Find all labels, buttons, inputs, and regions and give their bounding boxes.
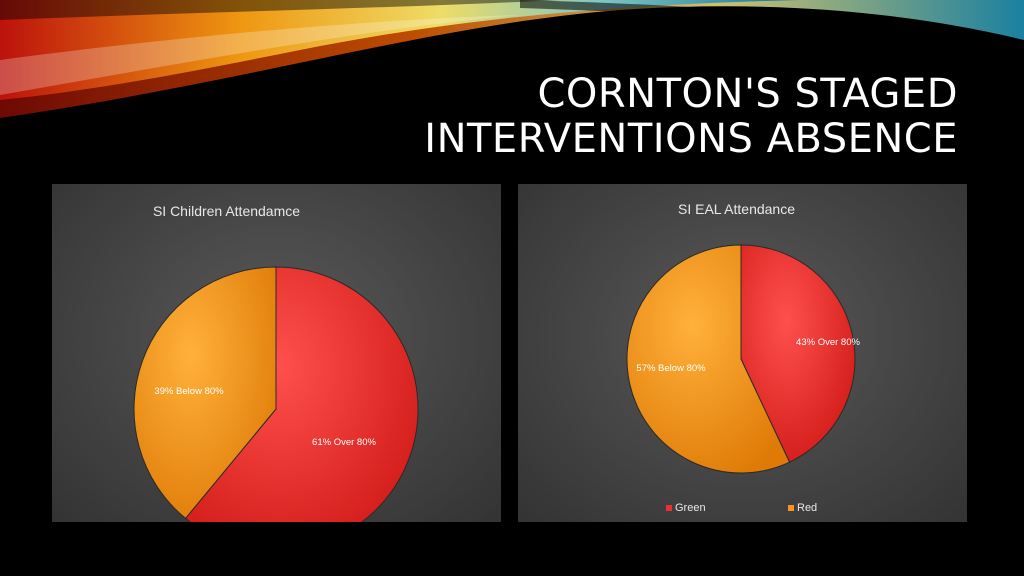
pie-slice-label: 39% Below 80% [154,386,224,397]
legend-item: Red [788,502,817,514]
pie-chart-si-children: 61% Over 80% 39% Below 80% [133,266,419,522]
decorative-swoosh [0,0,1024,118]
legend-item: Green [666,502,706,514]
chart-title: SI Children Attendamce [152,203,301,219]
chart-panel-si-children: SI Children Attendamce 61% Over 80% 39% B… [52,184,501,522]
chart-title: SI EAL Attendance [677,201,795,217]
legend-swatch [666,505,672,511]
slide-title-line-2: INTERVENTIONS ABSENCE [424,116,958,162]
pie-slice [626,244,791,474]
pie-slice [133,266,277,520]
slide-title: CORNTON'S STAGED INTERVENTIONS ABSENCE [358,72,958,162]
pie-slice-label: 61% Over 80% [312,437,376,448]
pie-chart-si-eal: 43% Over 80% 57% Below 80% [626,244,860,474]
pie-slice-label: 57% Below 80% [636,363,706,374]
legend-label: Green [675,502,706,514]
chart-panel-si-eal: SI EAL Attendance 43% Over 80% 57% Below … [518,184,967,522]
pie-slice [184,266,419,522]
pie-slice [740,244,856,463]
pie-slice-label: 43% Over 80% [796,337,860,348]
legend-swatch [788,505,794,511]
legend-label: Red [797,502,818,514]
slide-title-line-1: CORNTON'S STAGED [537,71,958,117]
